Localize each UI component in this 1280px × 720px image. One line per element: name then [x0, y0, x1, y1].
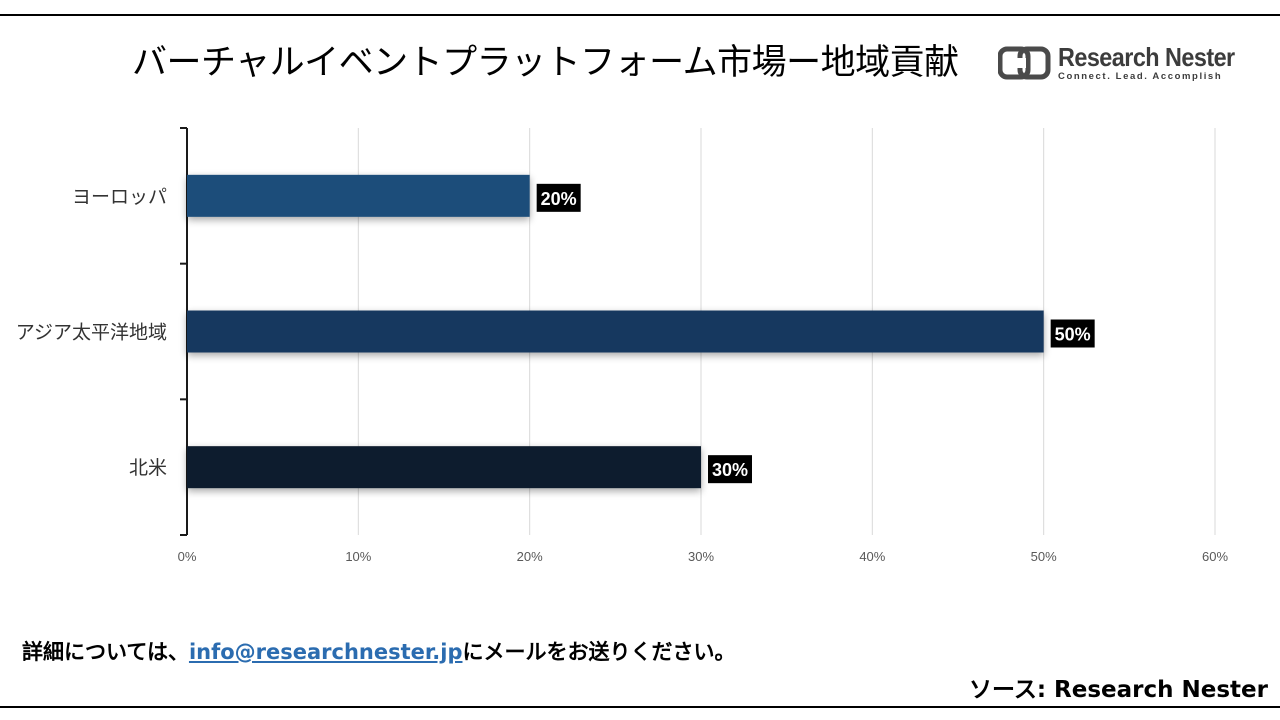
bar: [187, 174, 530, 217]
x-tick-label: 10%: [345, 549, 371, 564]
x-tick-label: 40%: [859, 549, 885, 564]
source-credit: ソース: Research Nester: [968, 677, 1268, 703]
x-tick-label: 50%: [1031, 549, 1057, 564]
contact-email-link[interactable]: info@researchnester.jp: [188, 640, 463, 664]
bar: [187, 446, 701, 489]
x-tick-label: 0%: [178, 549, 197, 564]
contact-line: 詳細については、info@researchnester.jpにメールをお送りくだ…: [22, 636, 735, 666]
contact-prefix: 詳細については、: [22, 640, 189, 664]
data-label-bg: [536, 183, 581, 212]
data-label: 20%: [541, 189, 577, 209]
contact-suffix: にメールをお送りください。: [462, 640, 736, 664]
x-tick-label: 20%: [517, 549, 543, 564]
category-label: アジア太平洋地域: [16, 322, 167, 344]
logo-tagline: Connect. Lead. Accomplish: [1058, 71, 1223, 82]
x-tick-label: 30%: [688, 549, 714, 564]
logo-icon: [998, 46, 1051, 80]
bar: [187, 310, 1044, 353]
top-rule: [0, 14, 1280, 16]
category-label: ヨーロッパ: [72, 186, 167, 208]
chart-title: バーチャルイベントプラットフォーム市場ー地域貢献: [132, 43, 959, 83]
research-nester-logo: Research Nester Connect. Lead. Accomplis…: [998, 42, 1235, 88]
category-label: 北米: [129, 457, 167, 479]
data-label: 50%: [1055, 325, 1091, 345]
data-label-bg: [708, 455, 752, 484]
bottom-rule: [0, 706, 1280, 708]
data-label: 30%: [712, 460, 748, 480]
data-label-bg: [1050, 319, 1095, 348]
x-tick-label: 60%: [1202, 549, 1228, 564]
logo-name: Research Nester: [1058, 42, 1235, 72]
